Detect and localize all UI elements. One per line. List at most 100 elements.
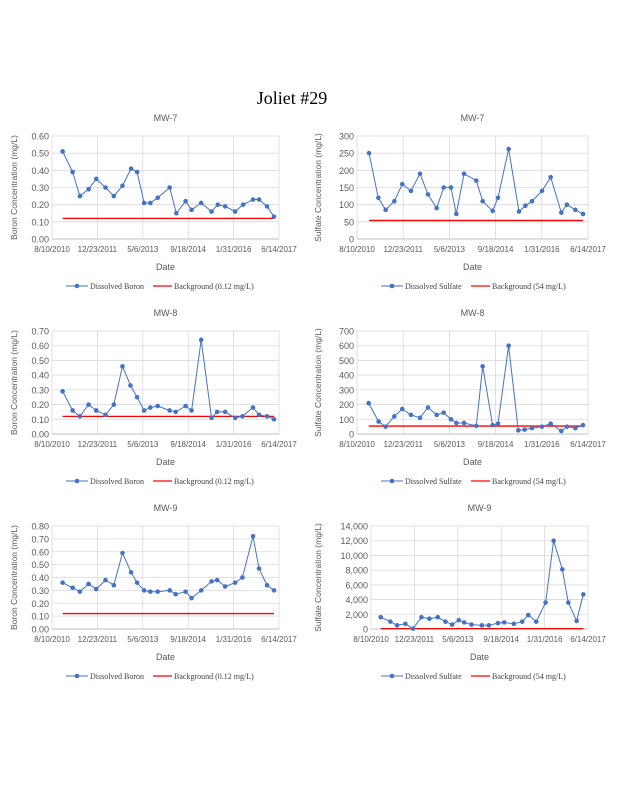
x-tick-label: 12/23/2011 bbox=[78, 245, 118, 254]
data-point bbox=[103, 577, 108, 583]
data-point bbox=[448, 185, 454, 190]
data-point bbox=[189, 595, 194, 601]
data-point bbox=[456, 617, 462, 623]
data-point bbox=[539, 424, 545, 429]
y-tick-label: 0.30 bbox=[31, 586, 49, 596]
y-tick-label: 0.80 bbox=[31, 522, 49, 532]
data-point bbox=[167, 408, 172, 413]
y-tick-label: 0.10 bbox=[31, 612, 49, 622]
data-point bbox=[383, 207, 388, 213]
y-tick-label: 700 bbox=[339, 327, 354, 337]
data-point bbox=[189, 207, 194, 213]
data-point bbox=[573, 425, 578, 431]
data-point bbox=[461, 620, 467, 625]
data-point bbox=[232, 580, 238, 585]
y-tick-label: 0.30 bbox=[31, 183, 49, 193]
data-point bbox=[77, 414, 83, 419]
data-point bbox=[574, 618, 579, 624]
data-point bbox=[441, 185, 446, 190]
chart-svg: MW-9 0 2,000 4,000 6,000 8,000 10,000 12,000 14,… bbox=[313, 503, 606, 681]
chart-mw7-sulfate: MW-7 0 50 100 150 200 250 300 8/10/2010 12/23/201… bbox=[309, 110, 618, 300]
x-tick-label: 9/18/2014 bbox=[478, 245, 514, 254]
y-axis-title: Boron Concentration (mg/L) bbox=[9, 135, 19, 240]
data-point bbox=[148, 589, 153, 594]
y-tick-label: 0.00 bbox=[31, 625, 49, 635]
x-tick-label: 5/6/2013 bbox=[434, 440, 466, 449]
y-tick-label: 0.20 bbox=[31, 599, 49, 609]
chart-mw8-sulfate: MW-8 0 100 200 300 400 500 600 700 8/10/2010 12/23… bbox=[309, 305, 618, 495]
series-line bbox=[62, 339, 275, 420]
y-axis-title: Boron Concentration (mg/L) bbox=[9, 330, 19, 435]
data-point bbox=[86, 581, 91, 587]
y-tick-label: 150 bbox=[339, 183, 354, 193]
x-tick-label: 1/31/2016 bbox=[216, 635, 252, 644]
data-point bbox=[70, 169, 75, 175]
data-point bbox=[392, 198, 397, 204]
x-tick-label: 1/31/2016 bbox=[216, 245, 252, 254]
y-tick-label: 0 bbox=[349, 235, 354, 245]
y-tick-label: 0.30 bbox=[31, 385, 49, 395]
data-point bbox=[60, 389, 65, 394]
x-tick-label: 8/10/2010 bbox=[34, 635, 70, 644]
legend-background-label: Background (54 mg/L) bbox=[492, 477, 566, 486]
data-point bbox=[399, 406, 405, 412]
page-title: Joliet #29 bbox=[256, 88, 328, 108]
data-point bbox=[240, 575, 245, 580]
x-tick-label: 6/14/2017 bbox=[261, 245, 297, 254]
data-point bbox=[425, 405, 431, 410]
data-point bbox=[376, 195, 381, 201]
x-tick-label: 9/18/2014 bbox=[483, 635, 519, 644]
x-tick-label: 12/23/2011 bbox=[383, 440, 423, 449]
data-point bbox=[271, 588, 277, 593]
data-point bbox=[222, 409, 228, 415]
x-tick-label: 8/10/2010 bbox=[34, 440, 70, 449]
data-point bbox=[240, 202, 246, 207]
y-tick-label: 14,000 bbox=[340, 522, 368, 532]
y-axis-title: Sulfate Concentration (mg/L) bbox=[313, 328, 323, 437]
data-point bbox=[250, 534, 256, 539]
legend-series-marker bbox=[389, 283, 395, 289]
data-point bbox=[564, 424, 570, 429]
x-axis-title: Date bbox=[156, 652, 175, 662]
data-point bbox=[240, 414, 245, 419]
x-tick-label: 9/18/2014 bbox=[170, 440, 206, 449]
data-point bbox=[434, 205, 439, 211]
data-point bbox=[141, 408, 147, 413]
x-tick-label: 6/14/2017 bbox=[570, 635, 606, 644]
data-point bbox=[128, 570, 134, 575]
chart-svg: MW-8 0.00 0.10 0.20 0.30 0.40 0.50 0.60 0.70 8/10… bbox=[9, 308, 297, 486]
x-tick-label: 9/18/2014 bbox=[478, 440, 514, 449]
y-tick-label: 2,000 bbox=[345, 610, 368, 620]
data-point bbox=[548, 421, 553, 426]
chart-svg: MW-8 0 100 200 300 400 500 600 700 8/10/2010 12/23… bbox=[313, 308, 606, 486]
data-point bbox=[60, 580, 65, 585]
data-point bbox=[378, 614, 384, 620]
data-point bbox=[111, 402, 117, 407]
data-point bbox=[232, 415, 238, 421]
legend-series-label: Dissolved Sulfate bbox=[405, 282, 462, 291]
y-tick-label: 0 bbox=[363, 625, 368, 635]
data-point bbox=[198, 200, 204, 206]
data-point bbox=[366, 150, 372, 156]
data-point bbox=[506, 343, 511, 349]
data-point bbox=[551, 538, 556, 544]
data-point bbox=[392, 414, 397, 419]
data-point bbox=[522, 427, 527, 432]
y-tick-label: 6,000 bbox=[345, 580, 368, 590]
y-tick-label: 0.10 bbox=[31, 415, 49, 425]
y-tick-label: 0.40 bbox=[31, 371, 49, 381]
data-point bbox=[128, 383, 133, 388]
data-point bbox=[564, 202, 570, 207]
data-point bbox=[209, 579, 214, 584]
data-point bbox=[506, 146, 511, 152]
x-tick-label: 5/6/2013 bbox=[127, 635, 159, 644]
data-point bbox=[425, 192, 431, 197]
data-point bbox=[183, 403, 188, 409]
data-point bbox=[250, 405, 256, 410]
data-point bbox=[366, 400, 371, 406]
data-point bbox=[111, 582, 117, 588]
data-point bbox=[173, 591, 178, 597]
data-point bbox=[250, 197, 256, 202]
data-point bbox=[60, 149, 65, 154]
data-point bbox=[581, 592, 586, 597]
